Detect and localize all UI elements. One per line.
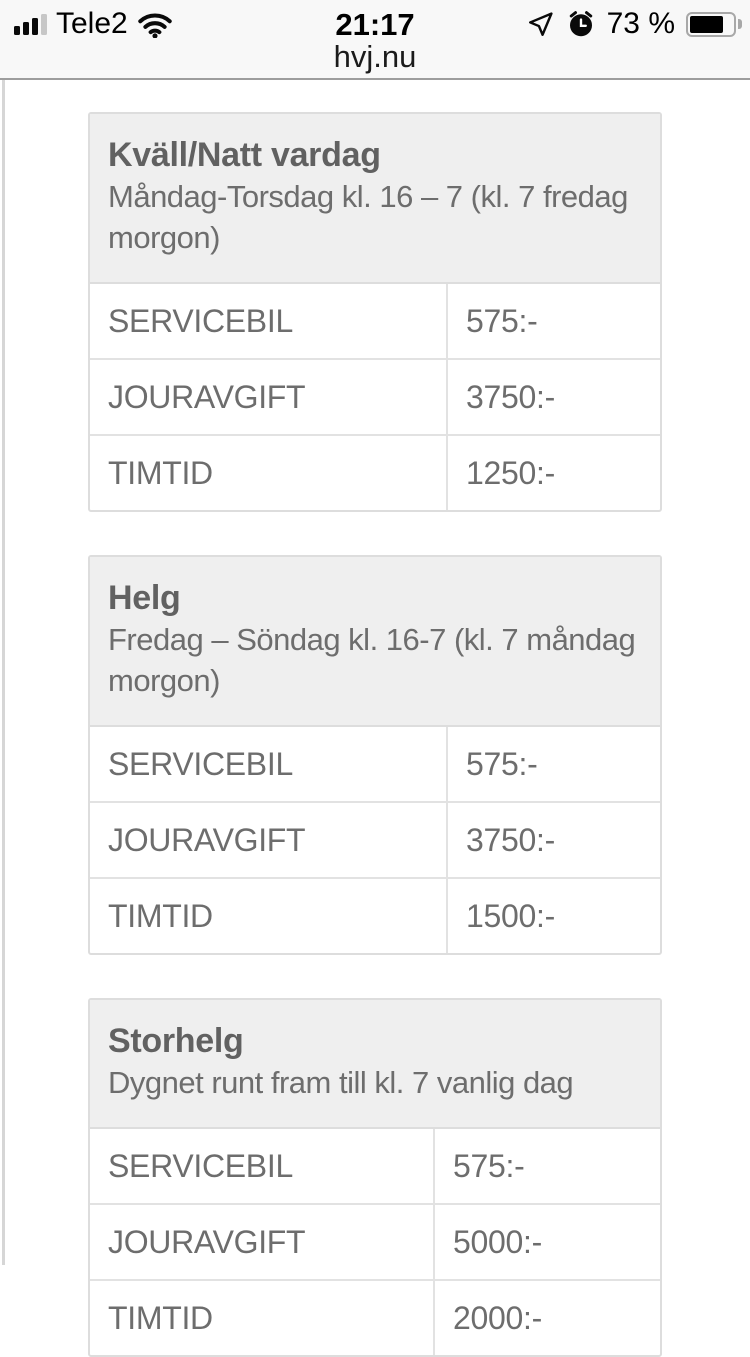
price-value: 575:- <box>433 1129 660 1203</box>
status-bar-right: 73 % <box>526 7 742 41</box>
page-content: Kväll/Natt vardag Måndag-Torsdag kl. 16 … <box>0 80 750 1357</box>
price-value: 2000:- <box>433 1281 660 1355</box>
table-row: TIMTID 1250:- <box>90 434 660 510</box>
table-title: Kväll/Natt vardag <box>108 136 381 174</box>
table-row: SERVICEBIL 575:- <box>90 1129 660 1203</box>
service-label: TIMTID <box>108 454 213 491</box>
battery-percent: 73 % <box>606 7 675 40</box>
battery-tip <box>737 19 742 29</box>
table-header: Helg Fredag – Söndag kl. 16-7 (kl. 7 mån… <box>90 557 660 727</box>
service-label: SERVICEBIL <box>108 1147 293 1184</box>
price-value: 1250:- <box>446 436 660 510</box>
table-row: SERVICEBIL 575:- <box>90 284 660 358</box>
price-value: 575:- <box>446 727 660 801</box>
service-label: TIMTID <box>108 1299 213 1336</box>
signal-bar <box>23 22 29 35</box>
price-value: 3750:- <box>446 803 660 877</box>
price-table-helg: Helg Fredag – Söndag kl. 16-7 (kl. 7 mån… <box>88 555 662 955</box>
table-row: SERVICEBIL 575:- <box>90 727 660 801</box>
price-value: 5000:- <box>433 1205 660 1279</box>
table-subtitle: Fredag – Söndag kl. 16-7 (kl. 7 måndag m… <box>108 622 636 698</box>
table-row: TIMTID 1500:- <box>90 877 660 953</box>
battery-icon <box>686 11 742 37</box>
table-row: JOURAVGIFT 3750:- <box>90 358 660 434</box>
content-edge-line <box>2 80 5 1265</box>
status-bar-left: Tele2 <box>14 7 173 41</box>
signal-bar <box>41 14 47 35</box>
signal-bar <box>14 26 20 35</box>
status-bar: Tele2 21:17 73 % <box>0 0 750 42</box>
wifi-icon <box>137 13 172 38</box>
service-label: SERVICEBIL <box>108 302 293 339</box>
service-label: JOURAVGIFT <box>108 821 306 858</box>
price-table-storhelg: Storhelg Dygnet runt fram till kl. 7 van… <box>88 998 662 1357</box>
url-bar[interactable]: hvj.nu <box>0 38 750 78</box>
service-label: JOURAVGIFT <box>108 1223 306 1260</box>
clock-time: 21:17 <box>335 7 415 42</box>
service-label: JOURAVGIFT <box>108 378 306 415</box>
service-label: SERVICEBIL <box>108 745 293 782</box>
table-title: Helg <box>108 579 181 617</box>
url-text: hvj.nu <box>333 39 417 74</box>
table-title: Storhelg <box>108 1022 244 1060</box>
price-value: 575:- <box>446 284 660 358</box>
browser-chrome: Tele2 21:17 73 % <box>0 0 750 80</box>
table-row: TIMTID 2000:- <box>90 1279 660 1355</box>
price-value: 3750:- <box>446 360 660 434</box>
table-row: JOURAVGIFT 5000:- <box>90 1203 660 1279</box>
table-row: JOURAVGIFT 3750:- <box>90 801 660 877</box>
alarm-clock-icon <box>569 11 592 37</box>
table-header: Kväll/Natt vardag Måndag-Torsdag kl. 16 … <box>90 114 660 284</box>
signal-bar <box>32 18 38 35</box>
price-value: 1500:- <box>446 879 660 953</box>
price-table-kvall-natt-vardag: Kväll/Natt vardag Måndag-Torsdag kl. 16 … <box>88 112 662 512</box>
cellular-signal-icon <box>14 13 47 35</box>
location-arrow-icon <box>528 11 553 36</box>
battery-fill <box>690 15 723 33</box>
carrier-label: Tele2 <box>56 7 128 40</box>
table-subtitle: Dygnet runt fram till kl. 7 vanlig dag <box>108 1065 574 1100</box>
table-subtitle: Måndag-Torsdag kl. 16 – 7 (kl. 7 fredag … <box>108 179 628 255</box>
service-label: TIMTID <box>108 897 213 934</box>
table-header: Storhelg Dygnet runt fram till kl. 7 van… <box>90 1000 660 1129</box>
